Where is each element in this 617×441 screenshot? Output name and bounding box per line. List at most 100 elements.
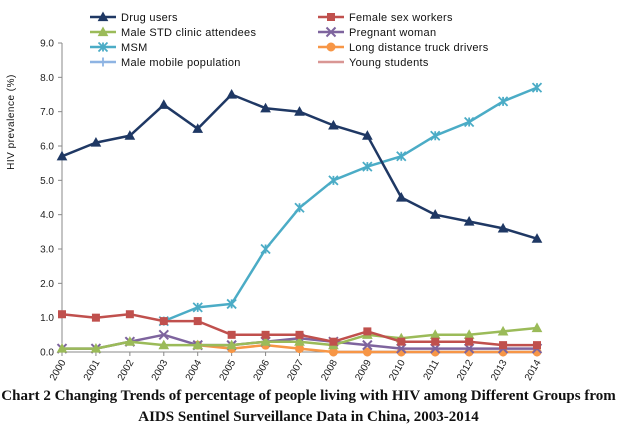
x-axis: 2000 2001 2002 2003 2004 2005 2006 2007 2008 2009… [48,351,544,383]
series-line [61,93,538,240]
legend-item-female-sex-workers: Female sex workers [318,12,453,24]
legend-label: Long distance truck drivers [349,42,489,54]
x-tick-label: 2004 [184,358,205,383]
x-tick-label: 2013 [489,358,510,383]
data-point [226,88,237,99]
series-line [163,86,538,323]
data-point [294,202,305,213]
y-tick-label: 2.0 [40,279,54,290]
data-point [533,341,541,350]
x-tick-label: 2000 [48,358,69,383]
plot-area [56,82,543,357]
legend-item-long-distance-truck-drivers: Long distance truck drivers [318,42,489,54]
data-point [226,339,237,350]
data-point [395,191,407,202]
legend-label: Male mobile population [121,57,241,69]
data-point [261,330,270,339]
y-axis-label: HIV prevalence (%) [6,74,17,170]
data-point [124,130,136,140]
data-point [58,310,66,319]
data-point [430,130,441,141]
x-tick-label: 2011 [422,358,442,383]
data-point [329,337,338,346]
y-tick-label: 8.0 [40,73,54,84]
y-tick-label: 3.0 [40,245,54,256]
data-point [158,339,170,350]
series-female-sex-workers [58,310,541,350]
data-point [396,151,407,162]
data-point [499,341,508,350]
data-point [192,302,203,313]
data-point [362,161,373,172]
data-point [159,317,168,326]
y-tick-label: 0.0 [40,348,54,359]
data-point [362,347,372,357]
data-point [295,330,304,339]
legend-item-male-std-clinic-attendees: Male STD clinic attendees [90,26,256,39]
x-tick-label: 2008 [319,358,340,383]
data-point [56,343,68,353]
data-point [429,209,441,219]
legend-marker [98,57,108,67]
legend-label: Female sex workers [349,12,453,24]
data-point [91,313,100,322]
legend-marker [327,13,335,21]
data-point [260,102,271,113]
x-tick-label: 2002 [116,358,137,383]
data-point [463,216,475,226]
data-point [362,339,373,351]
series-msm [158,82,543,327]
data-point [497,325,509,336]
x-tick-label: 2014 [523,358,544,383]
chart-legend: Drug users Female sex workers Male STD cli… [90,11,489,69]
legend-label: MSM [121,42,148,54]
data-point [531,322,543,333]
data-point [192,339,204,350]
data-point [362,130,373,140]
data-point [328,119,339,130]
legend-marker [97,41,109,53]
line-chart: Drug users Female sex workers Male STD cli… [6,11,544,383]
y-axis: 0.0 1.0 2.0 3.0 4.0 5.0 6.0 7.0 8.0 9.0 [40,39,63,359]
data-point [497,222,509,233]
series-drug-users [56,88,543,243]
legend-item-msm: MSM [90,41,148,54]
data-point [158,99,170,109]
legend-marker [325,26,337,38]
legend-label: Male STD clinic attendees [121,27,256,39]
legend-marker [326,42,336,52]
legend-item-drug-users: Drug users [90,11,178,24]
data-point [397,337,406,346]
x-tick-label: 2003 [150,358,171,383]
legend-label: Drug users [121,12,178,24]
y-tick-label: 1.0 [40,313,54,324]
data-point [125,310,134,319]
x-tick-label: 2001 [82,358,103,383]
data-point [531,82,543,93]
data-point [56,150,68,161]
x-tick-label: 2006 [252,358,273,383]
legend-marker [97,11,109,22]
y-tick-label: 9.0 [40,39,54,50]
data-point [90,343,102,353]
x-tick-label: 2012 [455,358,476,383]
x-tick-label: 2007 [285,358,306,383]
x-tick-label: 2009 [353,358,374,383]
data-point [497,96,509,107]
legend-item-young-students: Young students [318,57,429,69]
legend-item-pregnant-woman: Pregnant woman [318,26,436,39]
data-point [124,336,136,346]
data-point [465,337,474,346]
data-point [431,337,440,346]
legend-label: Young students [349,57,429,69]
x-tick-label: 2010 [387,358,408,383]
legend-item-male-mobile-population: Male mobile population [90,57,241,69]
y-tick-label: 6.0 [40,142,54,153]
x-tick-label: 2005 [218,358,239,383]
data-point [192,123,204,133]
legend-label: Pregnant woman [349,27,436,39]
data-point [193,317,202,326]
data-point [90,137,102,147]
data-point [294,106,305,116]
data-point [260,243,271,255]
